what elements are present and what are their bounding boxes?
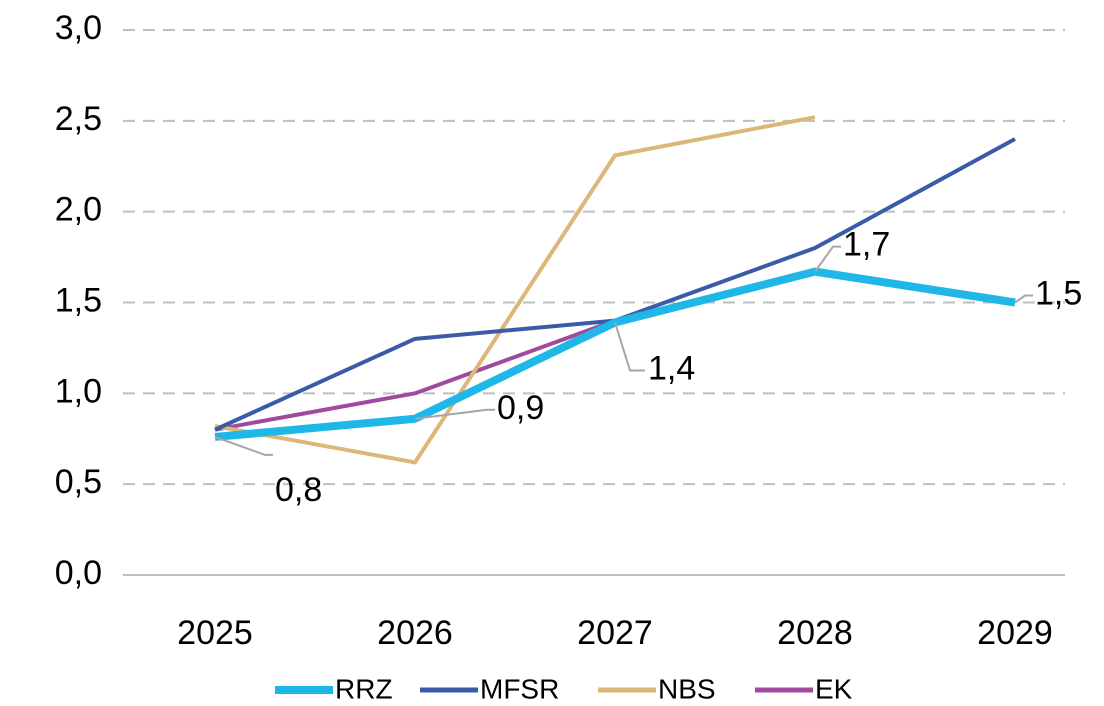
y-tick-label: 0,5 bbox=[55, 463, 102, 501]
data-label: 0,9 bbox=[497, 389, 544, 427]
y-tick-label: 1,5 bbox=[55, 281, 102, 319]
leader-line bbox=[214, 435, 273, 456]
leader-line bbox=[614, 322, 645, 372]
legend-label: EK bbox=[815, 673, 853, 704]
y-tick-label: 2,5 bbox=[55, 100, 102, 138]
y-tick-label: 2,0 bbox=[55, 191, 102, 229]
x-tick-label: 2025 bbox=[177, 614, 253, 652]
legend-label: MFSR bbox=[480, 673, 559, 704]
y-tick-label: 0,0 bbox=[55, 554, 102, 592]
x-tick-label: 2026 bbox=[377, 614, 453, 652]
x-tick-label: 2028 bbox=[777, 614, 853, 652]
x-tick-label: 2027 bbox=[577, 614, 653, 652]
y-tick-label: 3,0 bbox=[55, 9, 102, 47]
x-tick-label: 2029 bbox=[977, 614, 1053, 652]
legend-label: RRZ bbox=[335, 673, 393, 704]
data-label: 0,8 bbox=[275, 471, 322, 509]
data-label: 1,7 bbox=[843, 226, 890, 264]
series-line bbox=[214, 115, 816, 465]
data-label: 1,4 bbox=[648, 349, 695, 387]
series-line bbox=[214, 267, 1016, 441]
legend-label: NBS bbox=[658, 673, 716, 704]
leader-line bbox=[814, 245, 841, 273]
series-line bbox=[214, 318, 616, 432]
data-label: 1,5 bbox=[1035, 274, 1082, 312]
leader-line bbox=[1014, 294, 1033, 304]
y-tick-label: 1,0 bbox=[55, 372, 102, 410]
leader-line bbox=[414, 408, 495, 420]
